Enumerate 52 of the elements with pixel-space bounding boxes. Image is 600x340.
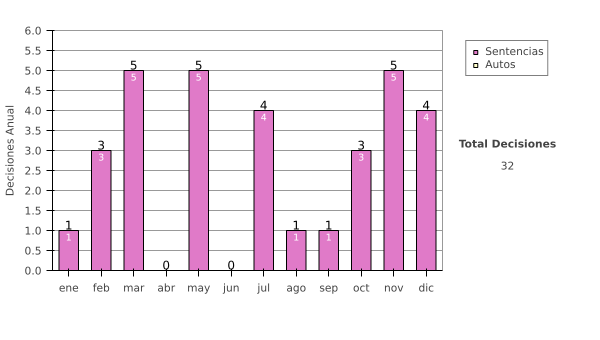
y-tick-label: 0.0 xyxy=(24,264,42,278)
y-tick-label: 6.0 xyxy=(24,24,42,38)
total-label: 0 xyxy=(162,258,170,272)
y-tick-label: 4.5 xyxy=(24,84,42,98)
total-label: 3 xyxy=(97,138,106,152)
y-tick-label: 5.5 xyxy=(24,44,42,58)
data-label: 1 xyxy=(66,232,72,244)
x-tick-label: sep xyxy=(319,282,338,294)
x-tick-label: nov xyxy=(384,282,404,294)
y-tick-label: 5.0 xyxy=(24,64,42,78)
x-tick-label: oct xyxy=(352,282,370,294)
data-label: 3 xyxy=(358,152,364,164)
total-label: 1 xyxy=(324,218,333,232)
x-tick-label: ene xyxy=(58,282,79,294)
legend-label: Sentencias xyxy=(485,45,544,58)
y-tick-label: 2.0 xyxy=(24,184,42,198)
total-label: 5 xyxy=(194,58,203,72)
data-label: 1 xyxy=(293,232,300,244)
data-label: 5 xyxy=(196,72,202,84)
data-label: 4 xyxy=(423,112,430,124)
data-label: 5 xyxy=(130,72,137,84)
total-label: 3 xyxy=(357,138,366,152)
total-label: 1 xyxy=(292,218,300,232)
data-label: 3 xyxy=(98,152,104,164)
text: Total Decisiones xyxy=(458,138,556,150)
data-label: 1 xyxy=(326,232,332,244)
x-tick-label: dic xyxy=(418,282,434,294)
y-tick-label: 1.0 xyxy=(24,224,42,238)
data-label: 5 xyxy=(390,72,397,84)
total-label: 0 xyxy=(227,258,236,272)
y-axis-title: Decisiones Anual xyxy=(4,104,17,196)
total-label: 1 xyxy=(64,218,73,232)
legend-label: Autos xyxy=(485,58,516,71)
x-tick-label: feb xyxy=(92,282,110,294)
x-tick-label: jul xyxy=(256,282,270,294)
total-label: 4 xyxy=(260,98,268,112)
x-tick-label: mar xyxy=(123,282,146,294)
y-tick-label: 4.0 xyxy=(24,104,42,118)
y-tick-label: 3.5 xyxy=(24,124,42,138)
data-label: 4 xyxy=(260,112,267,124)
total-label: 5 xyxy=(130,58,138,72)
y-tick-label: 2.5 xyxy=(24,164,42,178)
y-tick-label: 0.5 xyxy=(24,244,42,258)
x-tick-label: may xyxy=(187,282,210,294)
x-tick-label: ago xyxy=(286,282,306,294)
total-label: 4 xyxy=(422,98,430,112)
x-tick-label: abr xyxy=(157,282,176,294)
text: 32 xyxy=(500,160,514,173)
y-tick-label: 1.5 xyxy=(24,204,42,218)
y-tick-label: 3.0 xyxy=(24,144,42,158)
total-label: 5 xyxy=(390,58,398,72)
x-tick-label: jun xyxy=(222,282,240,294)
